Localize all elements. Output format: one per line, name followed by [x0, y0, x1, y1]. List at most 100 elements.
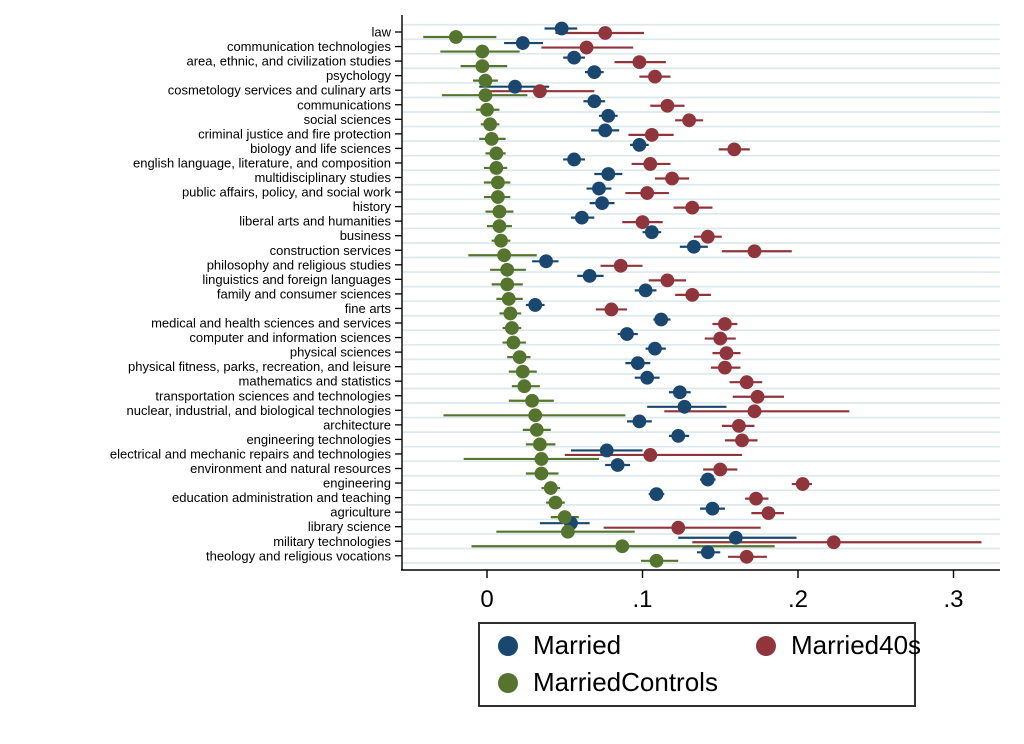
dot-marriedcontrols — [475, 44, 490, 59]
dot-marriedcontrols — [494, 233, 508, 248]
dot-married — [677, 399, 692, 414]
legend-item-marriedcontrols: MarriedControls — [498, 667, 756, 699]
dot-married — [567, 50, 581, 65]
category-label: electrical and mechanic repairs and tech… — [110, 446, 392, 461]
legend-item-married: Married — [498, 630, 756, 662]
dot-married40s — [532, 84, 547, 99]
category-label: physical fitness, parks, recreation, and… — [128, 359, 391, 374]
dot-married40s — [718, 317, 732, 331]
dot-married40s — [660, 273, 675, 288]
dot-married — [640, 370, 655, 385]
category-label: law — [371, 25, 391, 40]
legend: Married Married40s MarriedControls — [478, 622, 921, 707]
dot-married — [644, 225, 659, 240]
marriedcontrols-marker-icon — [498, 673, 518, 694]
dot-marriedcontrols — [504, 321, 519, 335]
dot-marriedcontrols — [529, 422, 544, 437]
legend-label-marriedcontrols: MarriedControls — [533, 667, 718, 698]
dot-married40s — [685, 200, 700, 215]
dot-married40s — [685, 288, 700, 302]
dot-married — [592, 181, 606, 196]
dot-married40s — [747, 244, 762, 259]
dot-marriedcontrols — [490, 190, 505, 204]
dot-marriedcontrols — [492, 204, 507, 219]
dot-married40s — [660, 98, 675, 113]
dot-marriedcontrols — [615, 539, 630, 554]
dot-married — [700, 472, 715, 487]
dot-married — [539, 254, 553, 269]
dot-married — [595, 196, 609, 211]
dot-marriedcontrols — [517, 379, 532, 394]
dot-married — [705, 501, 720, 516]
dot-marriedcontrols — [515, 364, 530, 379]
dot-marriedcontrols — [506, 335, 521, 350]
dot-married — [672, 385, 687, 400]
category-label: communications — [297, 97, 391, 112]
dot-marriedcontrols — [497, 248, 512, 263]
dot-married40s — [644, 127, 659, 142]
dot-marriedcontrols — [649, 553, 664, 568]
dot-married40s — [648, 69, 662, 84]
dot-marriedcontrols — [483, 117, 498, 132]
category-label: library science — [308, 519, 391, 534]
dot-married40s — [598, 26, 613, 40]
dot-marriedcontrols — [492, 219, 507, 234]
category-label: public affairs, policy, and social work — [182, 185, 392, 200]
dot-married40s — [749, 491, 763, 506]
dot-married40s — [665, 171, 679, 186]
dot-married — [587, 65, 602, 80]
dot-married40s — [700, 229, 715, 244]
dot-marriedcontrols — [548, 495, 563, 510]
dot-married40s — [795, 477, 810, 491]
dot-married40s — [739, 549, 754, 564]
category-label: history — [353, 199, 392, 214]
dot-married40s — [632, 55, 647, 69]
legend-label-married40s: Married40s — [791, 629, 922, 660]
category-label: education administration and teaching — [172, 490, 391, 505]
dot-married40s — [735, 433, 749, 448]
category-label: medical and health sciences and services — [151, 316, 391, 331]
dot-married40s — [732, 418, 746, 433]
dot-married40s — [713, 331, 728, 346]
married40s-marker-icon — [756, 635, 776, 656]
dot-married — [728, 530, 743, 545]
dot-married40s — [640, 186, 655, 200]
dot-marriedcontrols — [490, 175, 505, 190]
dot-marriedcontrols — [478, 88, 493, 103]
dot-marriedcontrols — [489, 146, 504, 161]
dot-marriedcontrols — [480, 102, 494, 117]
x-tick-label: .2 — [788, 586, 808, 613]
dot-marriedcontrols — [449, 30, 463, 44]
dot-married — [515, 36, 530, 50]
dot-married40s — [718, 360, 732, 375]
dot-marriedcontrols — [543, 481, 558, 495]
category-label: social sciences — [304, 112, 392, 127]
dot-married — [620, 327, 634, 341]
dot-married — [632, 414, 647, 429]
category-label: philosophy and religious studies — [207, 257, 392, 272]
x-tick-label: 0 — [480, 586, 493, 613]
category-label: computer and information sciences — [189, 330, 391, 345]
dot-married — [598, 123, 613, 138]
dot-married — [601, 167, 616, 181]
dot-married — [648, 341, 662, 356]
dot-married — [567, 152, 581, 167]
dot-married — [599, 443, 614, 458]
dot-married40s — [719, 346, 734, 360]
dot-married — [528, 298, 543, 312]
category-label: engineering technologies — [246, 432, 391, 447]
category-label: theology and religious vocations — [206, 548, 392, 563]
married-marker-icon — [498, 635, 518, 656]
dot-married — [554, 21, 569, 36]
category-label: cosmetology services and culinary arts — [168, 83, 392, 98]
dot-married — [601, 108, 616, 123]
category-label: criminal justice and fire protection — [198, 126, 391, 141]
category-label: liberal arts and humanities — [239, 214, 391, 229]
category-label: construction services — [270, 243, 392, 258]
dot-married40s — [604, 302, 619, 317]
category-label: architecture — [323, 417, 391, 432]
dot-married40s — [727, 142, 742, 157]
category-label: engineering — [323, 476, 391, 491]
dot-married — [638, 283, 653, 298]
dot-marriedcontrols — [500, 277, 515, 292]
